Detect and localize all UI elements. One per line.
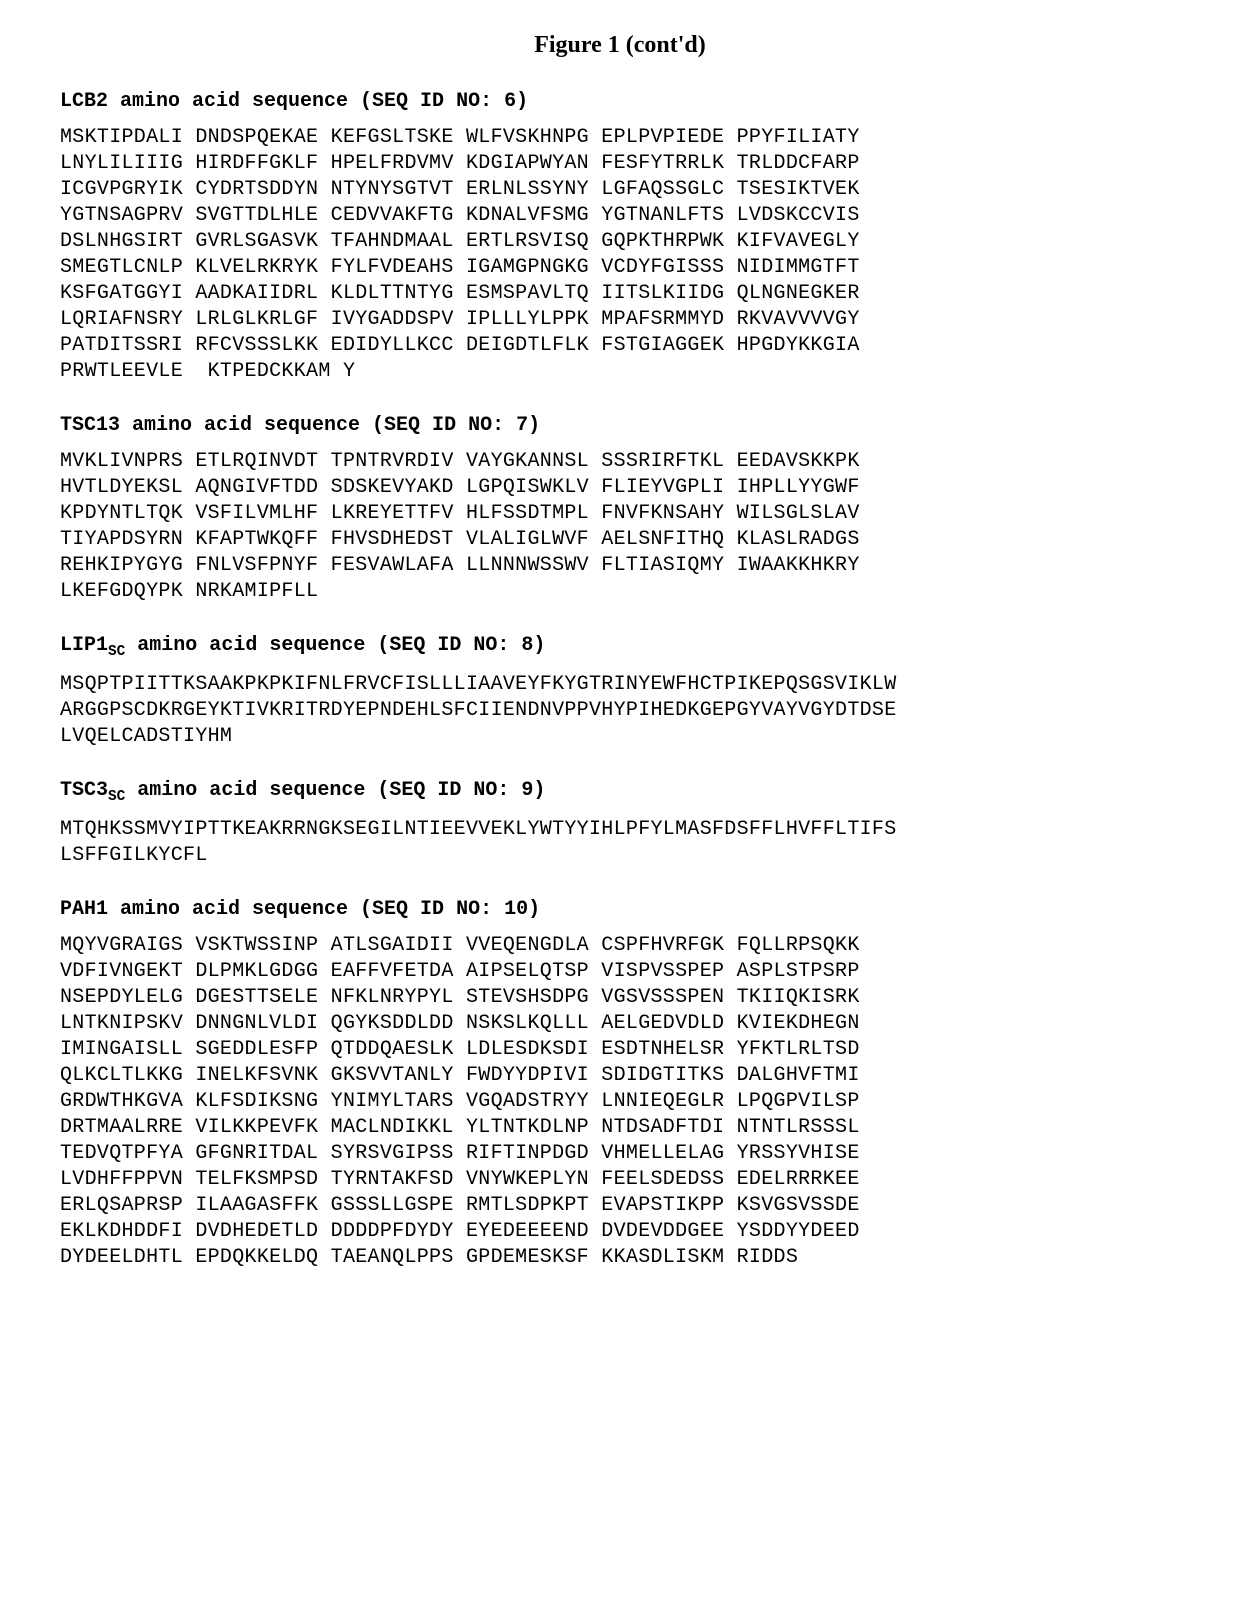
seq-header: PAH1 amino acid sequence (SEQ ID NO: 10)	[60, 897, 1180, 923]
seq-header: TSC13 amino acid sequence (SEQ ID NO: 7)	[60, 413, 1180, 439]
sequence-sections: LCB2 amino acid sequence (SEQ ID NO: 6) M…	[60, 89, 1180, 1270]
seq-header: TSC3SC amino acid sequence (SEQ ID NO: 9…	[60, 778, 1180, 807]
figure-title: Figure 1 (cont'd)	[60, 30, 1180, 61]
seq-block: MSKTIPDALI DNDSPQEKAE KEFGSLTSKE WLFVSKH…	[60, 125, 1180, 385]
seq-block: MQYVGRAIGS VSKTWSSINP ATLSGAIDII VVEQENG…	[60, 933, 1180, 1271]
seq-block: MVKLIVNPRS ETLRQINVDT TPNTRVRDIV VAYGKAN…	[60, 449, 1180, 605]
seq-header: LCB2 amino acid sequence (SEQ ID NO: 6)	[60, 89, 1180, 115]
seq-block: MTQHKSSMVYIPTTKEAKRRNGKSEGILNTIEEVVEKLYW…	[60, 817, 1180, 869]
seq-block: MSQPTPIITTKSAAKPKPKIFNLFRVCFISLLLIAAVEYF…	[60, 672, 1180, 750]
seq-header: LIP1SC amino acid sequence (SEQ ID NO: 8…	[60, 633, 1180, 662]
